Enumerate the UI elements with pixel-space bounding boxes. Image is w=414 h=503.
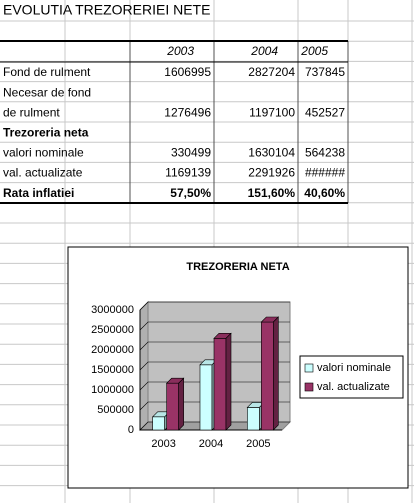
y-tick-label: 1000000	[91, 384, 134, 396]
bar-side	[273, 316, 279, 431]
y-tick-label: 3000000	[91, 304, 134, 316]
cell-value: 151,60%	[248, 186, 296, 200]
column-header: 2005	[300, 44, 328, 58]
grid-line	[139, 401, 290, 411]
y-tick-label: 2000000	[91, 344, 134, 356]
row-label: Trezoreria neta	[3, 125, 89, 139]
cell-value: 2827204	[248, 65, 295, 79]
legend-label: valori nominale	[317, 362, 391, 374]
cell-value: 452527	[305, 105, 345, 119]
bar-front	[152, 416, 165, 431]
chart: TREZORERIA NETA 0 500000 1000000 1500000 2000…	[67, 246, 409, 489]
y-tick-label: 0	[128, 424, 134, 436]
bar-front	[199, 364, 213, 431]
grid-line	[139, 301, 290, 311]
bar-front	[166, 382, 179, 431]
x-tick-label: 2003	[151, 438, 175, 450]
chart-title: TREZORERIA NETA	[186, 261, 289, 273]
cell-value: 1630104	[248, 146, 295, 160]
row-label: Necesar de fond	[3, 85, 91, 99]
cell-value: 737845	[305, 65, 345, 79]
bar-front	[261, 321, 274, 431]
bar	[213, 332, 232, 431]
cell-value: 330499	[171, 146, 211, 160]
column-header: 2004	[250, 44, 278, 58]
grid-line	[139, 361, 290, 371]
cell-value: 40,60%	[304, 186, 345, 200]
cell-value: 2291926	[248, 166, 295, 180]
cell-value: 1606995	[164, 65, 211, 79]
grid-line	[139, 421, 290, 431]
cell-value: 1276496	[164, 105, 211, 119]
bar-front	[247, 407, 260, 431]
legend-box	[299, 355, 404, 399]
bar	[260, 316, 280, 431]
row-label: valori nominale	[3, 146, 84, 160]
row-label: val. actualizate	[3, 166, 83, 180]
bar-side	[178, 377, 184, 431]
grid-line	[139, 381, 290, 391]
x-tick-label: 2004	[199, 438, 223, 450]
legend-swatch	[304, 363, 314, 373]
cell-value: 1169139	[165, 166, 211, 180]
legend: valori nominale val. actualizate	[299, 355, 404, 399]
grid-line	[139, 341, 290, 351]
bar-front	[213, 338, 227, 431]
cell-value: 57,50%	[170, 186, 211, 200]
y-tick-label: 2500000	[91, 324, 134, 336]
cell-value: 1197100	[249, 105, 295, 119]
cell-value: 564238	[305, 146, 345, 160]
y-tick-label: 500000	[97, 404, 134, 416]
legend-label: val. actualizate	[317, 381, 390, 393]
x-tick-label: 2005	[246, 438, 270, 450]
column-header: 2003	[166, 44, 194, 58]
bar-side	[225, 332, 232, 431]
row-label: Fond de rulment	[3, 65, 91, 79]
bar	[165, 377, 185, 431]
row-label: Rata inflatiei	[3, 186, 74, 200]
cell-value: ######	[305, 166, 345, 180]
sheet-title: EVOLUTIA TREZORERIEI NETE	[3, 2, 210, 18]
grid-line	[139, 321, 290, 331]
legend-swatch	[304, 382, 314, 392]
row-label: de rulment	[3, 105, 60, 119]
y-tick-label: 1500000	[91, 364, 134, 376]
